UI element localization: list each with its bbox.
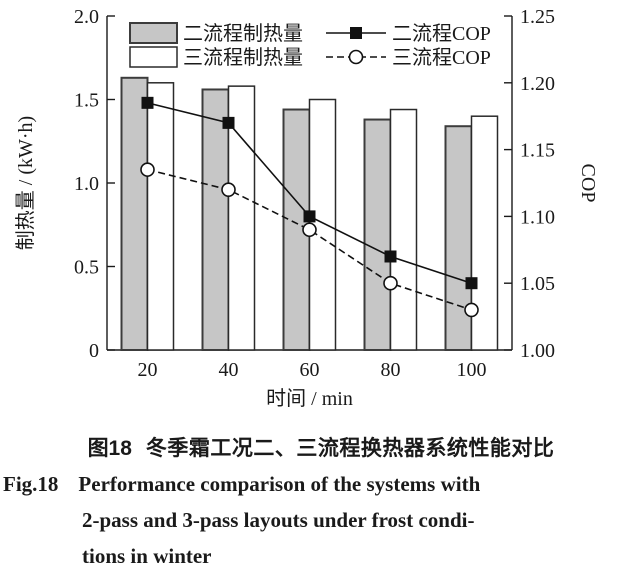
caption-fig-number: Fig.18 <box>3 472 59 496</box>
marker-square-series0-cat100 <box>465 277 478 290</box>
bar-series0-cat100 <box>444 125 473 351</box>
left-axis-tick-label: 0 <box>89 340 99 362</box>
legend-swatch-0 <box>129 22 178 44</box>
right-axis-tick-label: 1.25 <box>520 6 555 28</box>
left-axis-tick-label: 0.5 <box>74 257 99 279</box>
right-axis-tick-label: 1.20 <box>520 73 555 95</box>
legend-label-bar-0: 二流程制热量 <box>183 22 303 45</box>
bar-series1-cat20 <box>146 82 175 351</box>
marker-square-series0-cat60 <box>303 210 316 223</box>
marker-circle-series1-cat40 <box>221 182 236 197</box>
right-axis-tick-label: 1.15 <box>520 140 555 162</box>
legend-label-line-1: 三流程COP <box>392 46 491 69</box>
right-axis-tick-label: 1.05 <box>520 273 555 295</box>
marker-circle-series1-cat20 <box>140 162 155 177</box>
bar-series1-cat40 <box>227 85 256 351</box>
x-axis-title: 时间 / min <box>266 387 353 410</box>
caption-english-line3: tions in winter <box>82 544 212 568</box>
bar-series0-cat80 <box>363 118 392 352</box>
marker-square-series0-cat20 <box>141 96 154 109</box>
caption-en-text1: Performance comparison of the systems wi… <box>78 472 481 496</box>
figure-caption: 图18 冬季霜工况二、三流程换热器系统性能对比 Fig.18 Performance… <box>0 436 642 569</box>
marker-square-series0-cat40 <box>222 116 235 129</box>
caption-cn-number: 图18 <box>87 437 132 460</box>
left-axis-tick-label: 2.0 <box>74 6 99 28</box>
left-axis-tick-label: 1.0 <box>74 173 99 195</box>
x-axis-tick-label: 80 <box>381 359 401 381</box>
marker-circle-series1-cat80 <box>383 275 398 291</box>
marker-circle-series1-cat60 <box>302 222 317 238</box>
legend-swatch-1 <box>129 46 178 68</box>
left-axis-title: 制热量 / (kW·h) <box>14 116 37 250</box>
right-axis-tick-label: 1.10 <box>520 206 555 228</box>
left-axis-tick-label: 1.5 <box>74 90 99 112</box>
legend-marker-square <box>350 27 362 39</box>
x-axis-tick-label: 40 <box>219 359 239 381</box>
marker-circle-series1-cat100 <box>464 302 479 318</box>
bar-series1-cat80 <box>389 108 418 351</box>
caption-chinese: 图18 冬季霜工况二、三流程换热器系统性能对比 <box>0 436 642 461</box>
x-axis-tick-label: 60 <box>300 359 320 381</box>
caption-english-line2: 2-pass and 3-pass layouts under frost co… <box>82 508 475 532</box>
legend-label-bar-1: 三流程制热量 <box>183 46 303 69</box>
caption-cn-text: 冬季霜工况二、三流程换热器系统性能对比 <box>145 437 555 460</box>
legend-marker-circle <box>348 49 364 65</box>
right-axis-title: COP <box>577 164 599 203</box>
caption-english-line1: Fig.18 Performance comparison of the syst… <box>0 472 642 497</box>
bar-series0-cat20 <box>120 76 149 351</box>
x-axis-tick-label: 20 <box>138 359 158 381</box>
legend-label-line-0: 二流程COP <box>392 22 491 45</box>
line-series1 <box>147 168 472 311</box>
x-axis-tick-label: 100 <box>457 359 487 381</box>
right-axis-tick-label: 1.00 <box>520 340 555 362</box>
marker-square-series0-cat80 <box>384 250 397 263</box>
combo-chart: 0 0.5 1.0 1.5 2.0 1.00 1.05 1.10 1.15 1.20 1.25 20 4… <box>14 6 599 410</box>
